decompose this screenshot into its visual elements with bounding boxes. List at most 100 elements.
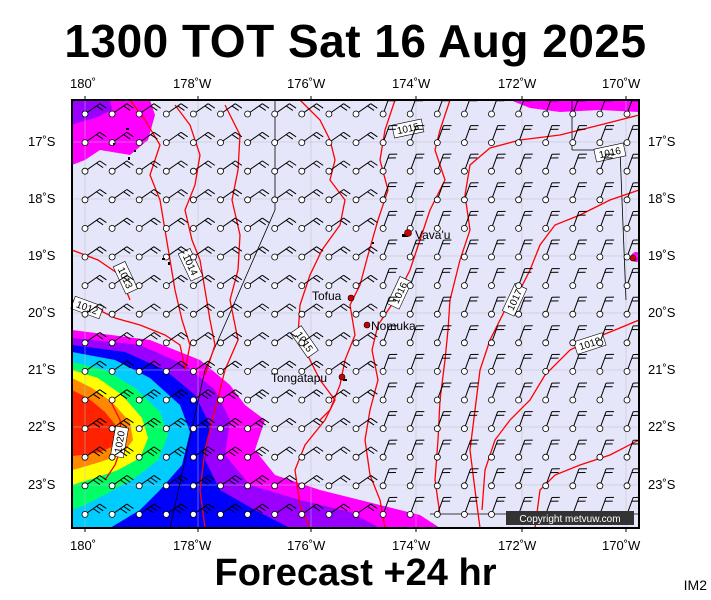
wind-barb	[406, 268, 425, 290]
wind-barb	[460, 411, 479, 433]
wind-barb	[244, 160, 270, 175]
wind-barb	[569, 296, 587, 318]
wind-barb	[162, 303, 188, 318]
wind-barb	[217, 503, 243, 518]
wind-barb	[596, 468, 615, 490]
wind-barb	[542, 268, 560, 290]
wind-barb	[488, 100, 505, 118]
wind-barb	[433, 382, 452, 404]
wind-barb	[135, 417, 161, 433]
lat-label-right: 21˚S	[648, 362, 676, 377]
wind-barb	[460, 239, 479, 261]
wind-barb	[271, 503, 297, 518]
wind-barb	[352, 246, 378, 261]
wind-barb	[189, 417, 216, 433]
place-label-tofua: Tofua	[312, 289, 342, 303]
wind-barb	[542, 468, 560, 490]
wind-barb	[81, 389, 107, 404]
lon-label-bottom: 180˚	[70, 538, 97, 553]
wind-barb	[433, 411, 452, 433]
wind-barb	[81, 475, 107, 490]
wind-barb	[135, 360, 161, 375]
isobar-line	[199, 104, 241, 528]
wind-barb	[217, 160, 243, 175]
wind-barb	[623, 468, 639, 490]
wind-barb	[569, 210, 587, 232]
wind-barb	[515, 411, 533, 433]
wind-barb	[244, 389, 270, 404]
wind-barb	[271, 417, 297, 433]
wind-barb	[189, 360, 216, 375]
wind-barb	[623, 296, 639, 318]
wind-barb	[298, 503, 324, 518]
wind-barb	[433, 182, 452, 204]
wind-barb	[271, 475, 297, 490]
wind-barb	[108, 246, 134, 261]
wind-barb	[352, 189, 378, 204]
wind-barb	[217, 246, 243, 261]
wind-barb	[515, 439, 533, 461]
wind-barb	[596, 382, 615, 404]
lat-label-left: 18˚S	[28, 191, 56, 206]
wind-barb	[271, 217, 297, 232]
wind-barb	[460, 153, 479, 175]
wind-barb	[379, 353, 398, 375]
lat-label-right: 18˚S	[648, 191, 676, 206]
wind-barb	[162, 360, 188, 375]
wind-barb	[596, 125, 615, 147]
wind-barb	[162, 274, 188, 290]
wind-barb	[433, 353, 452, 375]
wind-barb	[433, 125, 452, 147]
wind-barb	[542, 153, 560, 175]
lon-label-bottom: 172˚W	[498, 538, 537, 553]
lat-label-right: 17˚S	[648, 134, 676, 149]
wind-barb	[569, 268, 587, 290]
shading-bottom-red	[72, 390, 118, 456]
wind-barb	[189, 503, 216, 518]
wind-barb	[108, 503, 134, 518]
wind-barb	[81, 303, 107, 318]
wind-barb	[135, 446, 161, 461]
place-dot-nomuka	[363, 321, 371, 329]
wind-barb	[406, 439, 425, 461]
wind-barb	[542, 182, 560, 204]
wind-barb	[325, 246, 351, 261]
wind-barb	[623, 325, 639, 347]
wind-barb	[271, 446, 297, 461]
place-dot-east	[629, 254, 637, 262]
wind-barb	[488, 411, 506, 433]
wind-barb	[569, 239, 587, 261]
wind-barb	[488, 210, 506, 232]
wind-barb	[189, 160, 216, 175]
wind-barb	[433, 468, 452, 490]
wind-barb	[596, 268, 615, 290]
shading-top-right-magenta	[510, 100, 639, 112]
wind-barb	[135, 103, 161, 118]
wind-barb	[298, 189, 324, 204]
wind-barb	[244, 303, 270, 318]
wind-barb	[379, 468, 398, 490]
wind-barb	[433, 153, 452, 175]
wind-barb	[325, 103, 351, 118]
wind-barb	[135, 274, 161, 290]
lat-label-left: 23˚S	[28, 477, 56, 492]
wind-barb	[135, 217, 161, 232]
wind-barb	[108, 160, 134, 175]
wind-barb	[352, 446, 378, 461]
wind-barb	[108, 389, 134, 404]
wind-barb	[271, 103, 297, 118]
wind-barb	[433, 439, 452, 461]
shading-top-left-purple	[72, 100, 112, 125]
wind-barb	[189, 189, 216, 204]
wind-barb	[162, 446, 188, 461]
wind-barb	[81, 417, 107, 433]
wind-barb	[325, 189, 351, 204]
wind-barb	[108, 103, 134, 118]
wind-barb	[189, 246, 216, 261]
wind-barb	[162, 131, 188, 147]
wind-barb	[596, 296, 615, 318]
wind-barb	[325, 503, 351, 518]
lat-label-left: 19˚S	[28, 248, 56, 263]
wind-barb	[81, 217, 107, 232]
